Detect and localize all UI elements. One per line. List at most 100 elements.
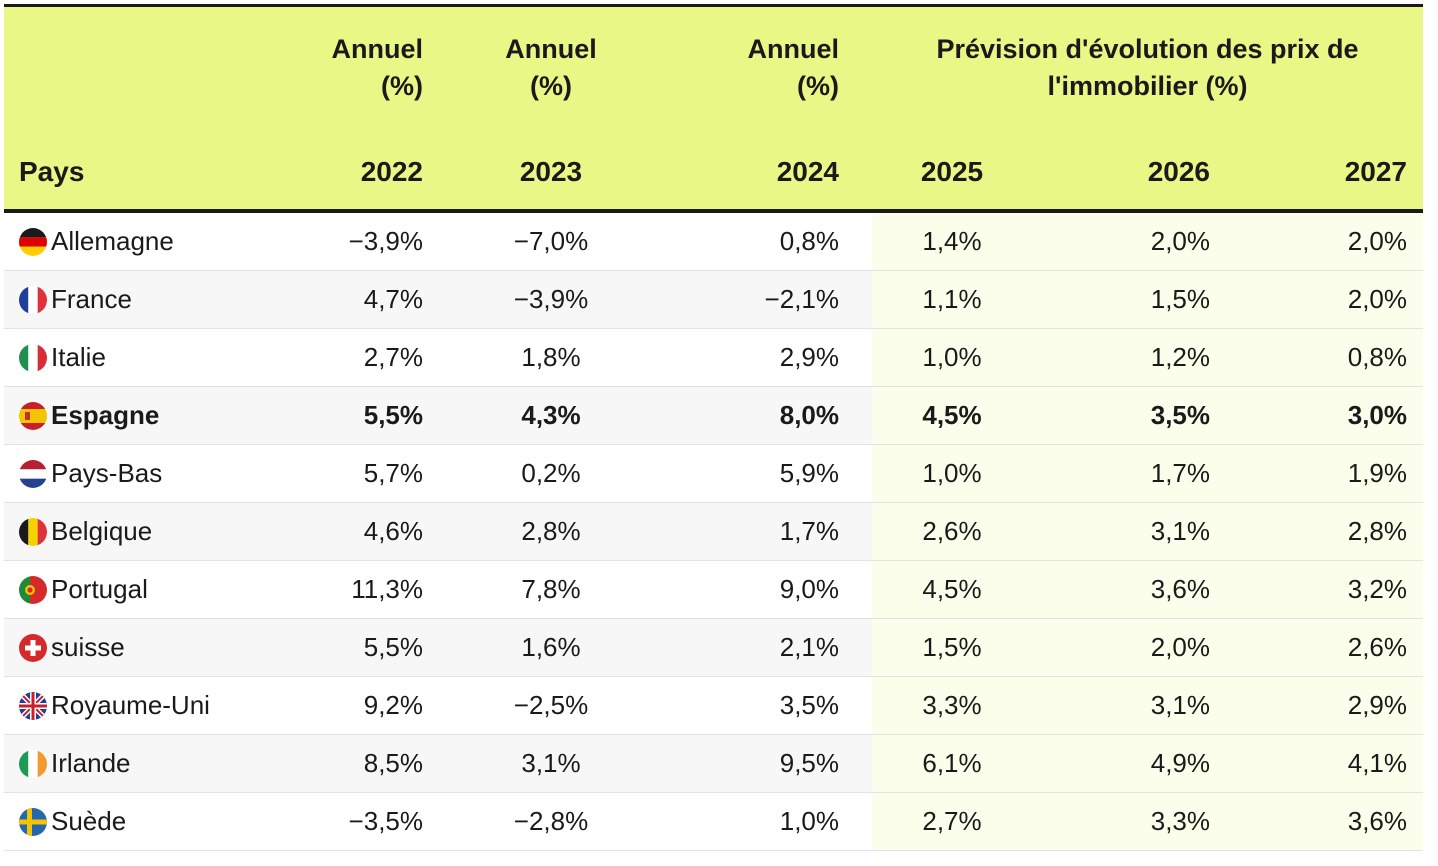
- value-cell-2025: 1,4%: [872, 211, 1032, 271]
- value-cell-2023: 0,2%: [456, 444, 646, 503]
- value-cell-2027: 3,6%: [1226, 792, 1424, 851]
- country-cell: Italie: [4, 328, 296, 387]
- table-row: France 4,7% −3,9% −2,1% 1,1% 1,5% 2,0%: [4, 270, 1424, 329]
- value-cell-2022: 5,5%: [296, 386, 456, 445]
- italy-flag-icon: [19, 343, 47, 372]
- value-cell-2026: 3,3%: [1032, 792, 1226, 851]
- value-cell-2027: 1,9%: [1226, 444, 1424, 503]
- header-empty-cell: [4, 4, 296, 135]
- table-row: Pays-Bas 5,7% 0,2% 5,9% 1,0% 1,7% 1,9%: [4, 444, 1424, 503]
- value-cell-2027: 3,2%: [1226, 560, 1424, 619]
- country-name: Italie: [51, 342, 106, 372]
- sweden-flag-icon: [19, 807, 47, 836]
- value-cell-2023: −2,5%: [456, 676, 646, 735]
- value-cell-2022: 4,7%: [296, 270, 456, 329]
- country-cell: suisse: [4, 618, 296, 677]
- housing-price-table: Annuel (%) Annuel (%) Annuel (%) Prévision …: [4, 4, 1424, 851]
- value-cell-2024: 8,0%: [646, 386, 872, 445]
- value-cell-2026: 2,0%: [1032, 618, 1226, 677]
- header-group-label: Annuel (%): [331, 34, 424, 101]
- value-cell-2025: 2,7%: [872, 792, 1032, 851]
- value-cell-2022: 9,2%: [296, 676, 456, 735]
- header-year-2024: 2024: [646, 135, 872, 213]
- value-cell-2023: 1,8%: [456, 328, 646, 387]
- header-country: Pays: [4, 135, 296, 213]
- value-cell-2024: 5,9%: [646, 444, 872, 503]
- value-cell-2023: 2,8%: [456, 502, 646, 561]
- value-cell-2027: 2,0%: [1226, 270, 1424, 329]
- value-cell-2024: 9,5%: [646, 734, 872, 793]
- header-group-2022: Annuel (%): [296, 4, 456, 135]
- country-name: suisse: [51, 632, 125, 662]
- value-cell-2027: 2,0%: [1226, 211, 1424, 271]
- header-group-label: Annuel (%): [505, 34, 597, 101]
- table-row: Espagne 5,5% 4,3% 8,0% 4,5% 3,5% 3,0%: [4, 386, 1424, 445]
- value-cell-2025: 3,3%: [872, 676, 1032, 735]
- value-cell-2024: 2,1%: [646, 618, 872, 677]
- country-name: Irlande: [51, 748, 131, 778]
- header-year-2026: 2026: [1032, 135, 1226, 213]
- header-year-2027: 2027: [1226, 135, 1424, 213]
- value-cell-2022: 5,5%: [296, 618, 456, 677]
- header-group-label: Annuel (%): [747, 34, 840, 101]
- country-name: Espagne: [51, 400, 160, 430]
- value-cell-2026: 1,2%: [1032, 328, 1226, 387]
- germany-flag-icon: [19, 227, 47, 256]
- value-cell-2025: 1,0%: [872, 328, 1032, 387]
- table-body: Allemagne −3,9% −7,0% 0,8% 1,4% 2,0% 2,0% Franc…: [4, 211, 1424, 851]
- header-group-2024: Annuel (%): [646, 4, 872, 135]
- value-cell-2026: 1,7%: [1032, 444, 1226, 503]
- value-cell-2022: 5,7%: [296, 444, 456, 503]
- value-cell-2022: 11,3%: [296, 560, 456, 619]
- value-cell-2024: 3,5%: [646, 676, 872, 735]
- value-cell-2026: 3,5%: [1032, 386, 1226, 445]
- table-row: suisse 5,5% 1,6% 2,1% 1,5% 2,0% 2,6%: [4, 618, 1424, 677]
- value-cell-2026: 3,1%: [1032, 676, 1226, 735]
- country-cell: Allemagne: [4, 211, 296, 271]
- value-cell-2023: −7,0%: [456, 211, 646, 271]
- value-cell-2024: 2,9%: [646, 328, 872, 387]
- value-cell-2024: 0,8%: [646, 211, 872, 271]
- ireland-flag-icon: [19, 749, 47, 778]
- table-row: Suède −3,5% −2,8% 1,0% 2,7% 3,3% 3,6%: [4, 792, 1424, 851]
- value-cell-2025: 4,5%: [872, 386, 1032, 445]
- table-row: Allemagne −3,9% −7,0% 0,8% 1,4% 2,0% 2,0%: [4, 211, 1424, 271]
- country-cell: Irlande: [4, 734, 296, 793]
- netherlands-flag-icon: [19, 459, 47, 488]
- header-year-2022: 2022: [296, 135, 456, 213]
- country-cell: Espagne: [4, 386, 296, 445]
- value-cell-2023: −3,9%: [456, 270, 646, 329]
- spain-flag-icon: [19, 401, 47, 430]
- belgium-flag-icon: [19, 517, 47, 546]
- country-name: Portugal: [51, 574, 148, 604]
- value-cell-2022: −3,9%: [296, 211, 456, 271]
- country-name: Royaume-Uni: [51, 690, 210, 720]
- country-cell: Royaume-Uni: [4, 676, 296, 735]
- value-cell-2023: 4,3%: [456, 386, 646, 445]
- table-row: Belgique 4,6% 2,8% 1,7% 2,6% 3,1% 2,8%: [4, 502, 1424, 561]
- value-cell-2027: 0,8%: [1226, 328, 1424, 387]
- country-cell: Portugal: [4, 560, 296, 619]
- value-cell-2027: 2,8%: [1226, 502, 1424, 561]
- value-cell-2025: 1,5%: [872, 618, 1032, 677]
- value-cell-2026: 2,0%: [1032, 211, 1226, 271]
- portugal-flag-icon: [19, 575, 47, 604]
- table-row: Italie 2,7% 1,8% 2,9% 1,0% 1,2% 0,8%: [4, 328, 1424, 387]
- country-cell: Belgique: [4, 502, 296, 561]
- country-cell: Suède: [4, 792, 296, 851]
- value-cell-2022: 4,6%: [296, 502, 456, 561]
- value-cell-2022: 2,7%: [296, 328, 456, 387]
- switzerland-flag-icon: [19, 633, 47, 662]
- value-cell-2025: 4,5%: [872, 560, 1032, 619]
- value-cell-2027: 4,1%: [1226, 734, 1424, 793]
- country-name: Allemagne: [51, 226, 174, 256]
- country-cell: France: [4, 270, 296, 329]
- country-name: Suède: [51, 806, 127, 836]
- value-cell-2026: 3,6%: [1032, 560, 1226, 619]
- value-cell-2027: 3,0%: [1226, 386, 1424, 445]
- value-cell-2025: 1,0%: [872, 444, 1032, 503]
- table-row: Portugal 11,3% 7,8% 9,0% 4,5% 3,6% 3,2%: [4, 560, 1424, 619]
- value-cell-2026: 1,5%: [1032, 270, 1226, 329]
- header-year-2025: 2025: [872, 135, 1032, 213]
- value-cell-2023: −2,8%: [456, 792, 646, 851]
